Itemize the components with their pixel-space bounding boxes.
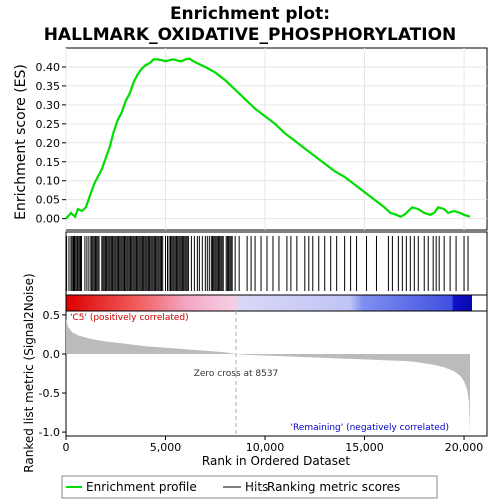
es-tick-label: 0.10 [36, 175, 61, 188]
x-tick-label: 0 [63, 441, 70, 454]
es-tick-label: 0.35 [36, 80, 61, 93]
hits-panel [65, 231, 488, 296]
es-tick-label: 0.05 [36, 194, 61, 207]
enrichment-profile-series [65, 57, 471, 220]
zero-cross-label: Zero cross at 8537 [194, 369, 279, 379]
x-tick-label: 10,000 [246, 441, 285, 454]
legend-metric-label: Ranking metric scores [267, 480, 400, 494]
metric-tick-label: -0.5 [39, 387, 60, 400]
metric-tick-label: 0.5 [43, 309, 61, 322]
metric-panel-frame [65, 310, 488, 437]
es-tick-label: 0.25 [36, 118, 61, 131]
metric-y-ticks: 0.5 0.0 -0.5 -1.0 [39, 309, 66, 439]
enrichment-y-axis-label: Enrichment score (ES) [13, 64, 29, 220]
negative-correlation-label: 'Remaining' (negatively correlated) [290, 423, 449, 433]
metric-tick-label: -1.0 [39, 426, 60, 439]
enrichment-panel: 0.00 0.05 0.10 0.15 0.20 0.25 0.30 0.35 0.40 Enr… [13, 47, 488, 231]
metric-y-axis-label: Ranked list metric (Signal2Noise) [22, 273, 36, 472]
legend: Enrichment profile Hits Ranking metric s… [61, 475, 438, 499]
chart-title-line1: Enrichment plot: [170, 4, 330, 24]
hit-marks [66, 236, 469, 291]
positive-correlation-label: 'C5' (positively correlated) [70, 313, 189, 323]
es-tick-label: 0.20 [36, 137, 61, 150]
es-tick-label: 0.30 [36, 99, 61, 112]
x-tick-label: 20,000 [445, 441, 484, 454]
enrichment-profile-line [65, 57, 471, 220]
x-tick-label: 5,000 [150, 441, 182, 454]
rank-color-bar [65, 294, 488, 312]
metric-x-ticks: 0 5,000 10,000 15,000 20,000 [63, 436, 484, 454]
enrichment-panel-frame [65, 47, 488, 231]
chart-title-line2: HALLMARK_OXIDATIVE_PHOSPHORYLATION [44, 25, 457, 45]
legend-frame [61, 475, 438, 499]
metric-tick-label: 0.0 [43, 348, 61, 361]
legend-enrichment-label: Enrichment profile [86, 480, 197, 494]
es-tick-label: 0.00 [36, 213, 61, 226]
x-axis-label: Rank in Ordered Dataset [202, 454, 350, 468]
metric-panel: 0.50.0-0.5-1.0 0 5,000 10,000 15,000 20,000 … [22, 273, 488, 473]
enrichment-y-ticks: 0.00 0.05 0.10 0.15 0.20 0.25 0.30 0.35 0.40 [36, 61, 66, 226]
es-tick-label: 0.15 [36, 156, 61, 169]
x-tick-label: 15,000 [345, 441, 384, 454]
es-tick-label: 0.40 [36, 61, 61, 74]
rank-gradient [66, 295, 472, 311]
